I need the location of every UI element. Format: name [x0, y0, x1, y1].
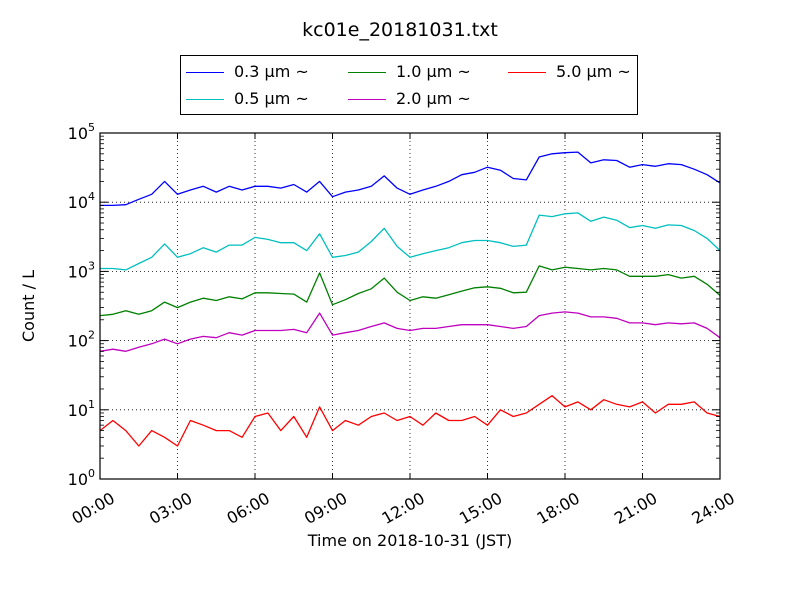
legend-label-4: 2.0 μm ~ — [396, 89, 471, 108]
y-tick-label: 105 — [68, 121, 95, 143]
series-line-2 — [99, 395, 721, 447]
legend: 0.3 μm ~ 1.0 μm ~ 5.0 μm ~ 0.5 μm ~ 2.0 … — [180, 55, 638, 115]
legend-label-1: 1.0 μm ~ — [396, 62, 471, 81]
legend-label-3: 0.5 μm ~ — [234, 89, 309, 108]
y-tick-label: 102 — [68, 329, 95, 351]
y-axis-label: Count / L — [19, 270, 38, 342]
x-tick-label: 09:00 — [301, 488, 350, 528]
x-tick-label: 21:00 — [611, 488, 660, 528]
x-tick-label: 18:00 — [534, 488, 583, 528]
legend-line-1 — [348, 72, 386, 73]
x-tick-label: 12:00 — [379, 488, 428, 528]
x-tick-label: 03:00 — [146, 488, 195, 528]
legend-line-4 — [348, 99, 386, 100]
grid-lines — [100, 133, 720, 479]
series-line-1 — [99, 265, 721, 317]
x-tick-label: 24:00 — [689, 488, 738, 528]
legend-label-0: 0.3 μm ~ — [234, 62, 309, 81]
series-layer — [99, 151, 721, 447]
legend-line-2 — [508, 72, 546, 73]
x-tick-label: 06:00 — [224, 488, 273, 528]
legend-line-0 — [186, 72, 224, 73]
x-tick-label: 00:00 — [69, 488, 118, 528]
x-tick-label: 15:00 — [456, 488, 505, 528]
series-line-3 — [100, 212, 721, 271]
series-line-4 — [99, 311, 721, 352]
legend-line-3 — [186, 99, 224, 100]
series-line-0 — [100, 151, 721, 207]
y-tick-label: 100 — [68, 467, 95, 489]
chart-title: kc01e_20181031.txt — [302, 19, 498, 41]
y-tick-label: 104 — [68, 190, 95, 212]
legend-label-2: 5.0 μm ~ — [556, 62, 631, 81]
x-axis-label: Time on 2018-10-31 (JST) — [307, 531, 512, 550]
y-tick-label: 103 — [68, 259, 95, 281]
y-tick-label: 101 — [68, 398, 95, 420]
axis-ticks: 00:00 03:00 06:00 09:00 12:00 15:00 18:00 21:00… — [68, 121, 738, 528]
